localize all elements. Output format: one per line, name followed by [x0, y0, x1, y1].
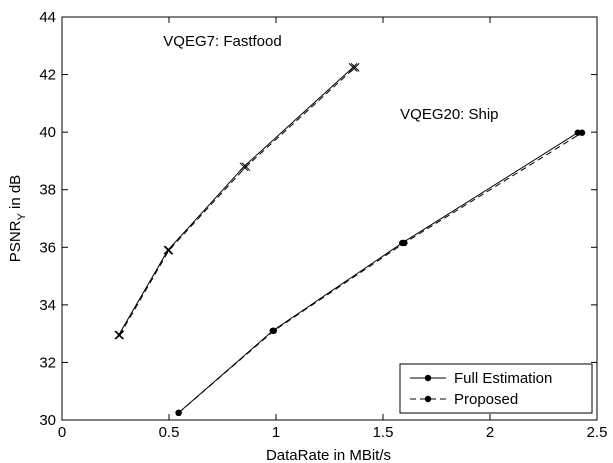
data-point [270, 327, 278, 334]
series-full-estimation [114, 63, 358, 340]
x-tick-label: 0 [58, 424, 66, 441]
annotation-label: VQEG20: Ship [400, 106, 498, 123]
data-point [164, 245, 174, 255]
series-proposed [115, 63, 360, 340]
data-point [578, 129, 586, 136]
x-tick-label: 1 [272, 424, 280, 441]
x-tick-label: 2.5 [587, 424, 608, 441]
point-stroke [348, 63, 358, 72]
series-line [119, 67, 356, 336]
point-stroke [241, 162, 251, 172]
annotation-label: VQEG7: Fastfood [163, 33, 281, 50]
y-tick-label: 36 [39, 239, 56, 256]
y-tick-label: 44 [39, 9, 56, 26]
x-tick-label: 1.5 [373, 424, 394, 441]
legend-label: Proposed [454, 391, 518, 408]
data-point [115, 330, 125, 340]
y-axis-title: PSNRY in dB [7, 175, 28, 262]
data-point [239, 162, 249, 172]
data-point [241, 162, 251, 172]
x-tick-label: 2 [486, 424, 494, 441]
x-axis-title: DataRate in MBit/s [266, 447, 391, 463]
series-line [118, 67, 354, 336]
y-tick-label: 38 [39, 182, 56, 199]
series-line [178, 132, 583, 414]
data-point [175, 409, 182, 417]
plot-area [61, 16, 598, 421]
legend-box [399, 363, 593, 414]
data-point [348, 63, 358, 72]
point-stroke [239, 162, 249, 172]
point-stroke [350, 63, 360, 72]
data-point [163, 245, 173, 255]
series-proposed [175, 129, 586, 417]
data-point [401, 239, 408, 247]
data-point [350, 63, 360, 72]
y-tick-label: 42 [39, 67, 56, 84]
point-stroke [115, 330, 125, 340]
y-tick-label: 34 [39, 297, 56, 314]
y-tick-label: 40 [39, 124, 56, 141]
y-tick-label: 32 [39, 354, 56, 371]
x-tick-label: 0.5 [159, 424, 180, 441]
series-layer [114, 63, 586, 417]
legend-marker [424, 374, 432, 382]
y-tick-label: 30 [39, 412, 56, 429]
legend-marker [424, 395, 432, 403]
point-stroke [164, 245, 174, 255]
point-stroke [163, 245, 173, 255]
legend-label: Full Estimation [454, 370, 552, 387]
